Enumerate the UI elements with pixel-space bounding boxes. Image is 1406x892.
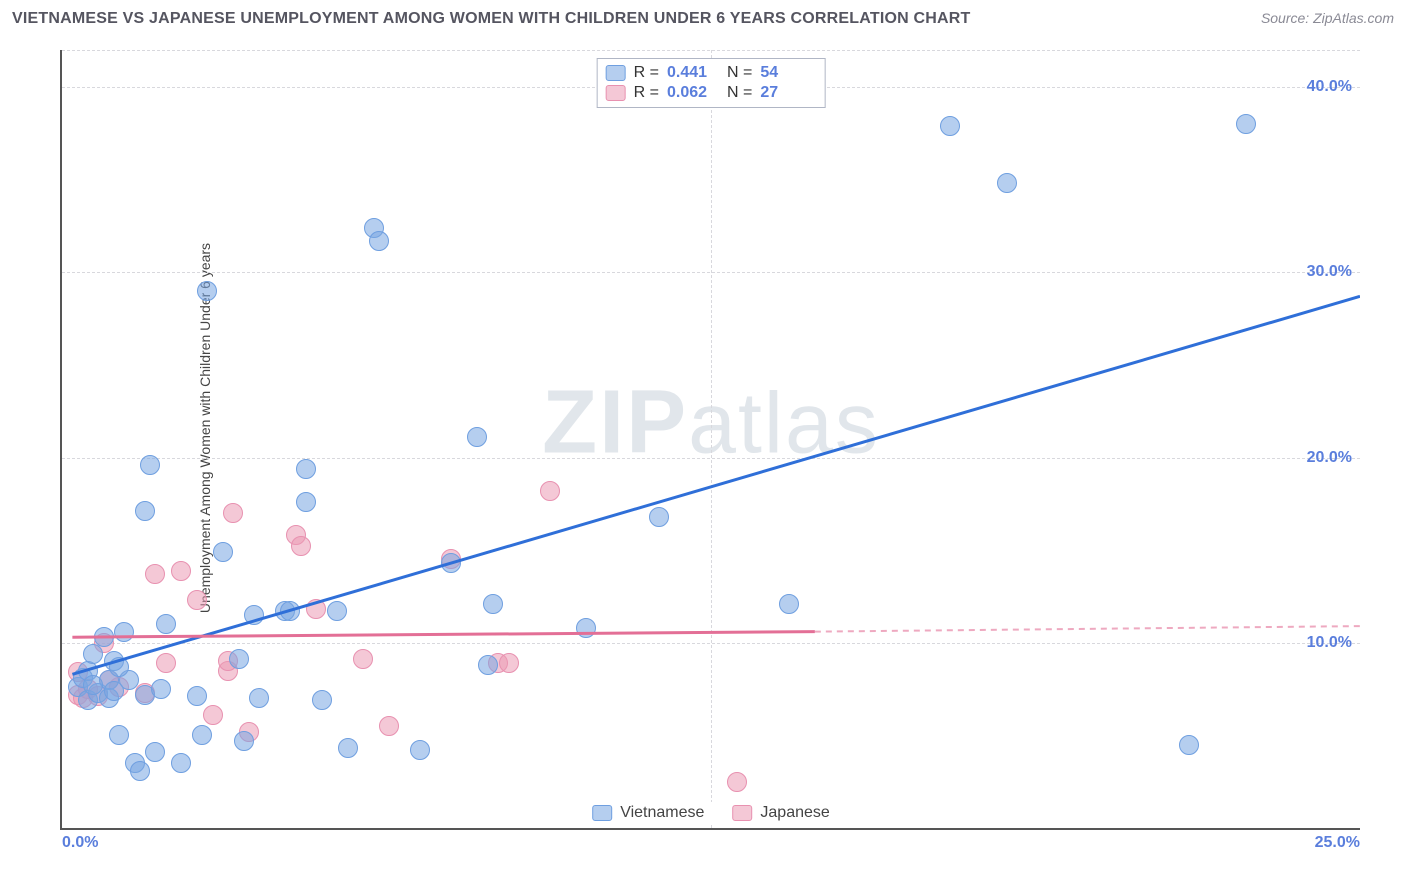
swatch-japanese <box>606 85 626 101</box>
point-japanese <box>306 599 326 619</box>
point-vietnamese <box>1236 114 1256 134</box>
point-japanese <box>291 536 311 556</box>
point-vietnamese <box>997 173 1017 193</box>
point-vietnamese <box>244 605 264 625</box>
point-japanese <box>353 649 373 669</box>
y-tick-label: 40.0% <box>1307 78 1352 96</box>
point-japanese <box>145 564 165 584</box>
point-vietnamese <box>280 601 300 621</box>
point-vietnamese <box>249 688 269 708</box>
point-vietnamese <box>296 459 316 479</box>
n-label: N = <box>727 64 752 82</box>
point-vietnamese <box>114 622 134 642</box>
swatch-japanese <box>732 805 752 821</box>
point-vietnamese <box>135 501 155 521</box>
r-label: R = <box>634 64 659 82</box>
swatch-vietnamese <box>606 65 626 81</box>
point-vietnamese <box>130 761 150 781</box>
point-vietnamese <box>145 742 165 762</box>
n-value-japanese: 27 <box>760 84 812 102</box>
x-tick-label: 0.0% <box>62 834 98 852</box>
point-vietnamese <box>197 281 217 301</box>
point-vietnamese <box>171 753 191 773</box>
point-vietnamese <box>369 231 389 251</box>
n-label: N = <box>727 84 752 102</box>
point-vietnamese <box>229 649 249 669</box>
point-vietnamese <box>478 655 498 675</box>
point-vietnamese <box>156 614 176 634</box>
point-vietnamese <box>94 627 114 647</box>
point-vietnamese <box>109 657 129 677</box>
y-tick-label: 20.0% <box>1307 449 1352 467</box>
point-japanese <box>187 590 207 610</box>
point-vietnamese <box>649 507 669 527</box>
point-vietnamese <box>192 725 212 745</box>
point-japanese <box>203 705 223 725</box>
point-japanese <box>540 481 560 501</box>
gridline-v <box>711 50 712 828</box>
point-vietnamese <box>296 492 316 512</box>
y-tick-label: 10.0% <box>1307 634 1352 652</box>
point-vietnamese <box>151 679 171 699</box>
point-japanese <box>727 772 747 792</box>
source-label: Source: ZipAtlas.com <box>1261 10 1394 26</box>
legend-item-vietnamese: Vietnamese <box>592 804 704 822</box>
n-value-vietnamese: 54 <box>760 64 812 82</box>
point-vietnamese <box>441 553 461 573</box>
point-vietnamese <box>234 731 254 751</box>
legend-label-vietnamese: Vietnamese <box>620 804 704 822</box>
point-vietnamese <box>83 675 103 695</box>
legend-item-japanese: Japanese <box>732 804 829 822</box>
point-japanese <box>171 561 191 581</box>
legend-row-japanese: R = 0.062 N = 27 <box>606 83 813 103</box>
swatch-vietnamese <box>592 805 612 821</box>
point-japanese <box>223 503 243 523</box>
point-japanese <box>156 653 176 673</box>
point-vietnamese <box>1179 735 1199 755</box>
point-vietnamese <box>467 427 487 447</box>
point-japanese <box>379 716 399 736</box>
point-vietnamese <box>410 740 430 760</box>
point-vietnamese <box>779 594 799 614</box>
point-vietnamese <box>213 542 233 562</box>
point-vietnamese <box>312 690 332 710</box>
legend-row-vietnamese: R = 0.441 N = 54 <box>606 63 813 83</box>
point-vietnamese <box>327 601 347 621</box>
point-vietnamese <box>940 116 960 136</box>
legend-label-japanese: Japanese <box>760 804 829 822</box>
point-vietnamese <box>483 594 503 614</box>
point-vietnamese <box>576 618 596 638</box>
point-vietnamese <box>338 738 358 758</box>
point-vietnamese <box>140 455 160 475</box>
legend-series-box: Vietnamese Japanese <box>584 802 838 824</box>
r-value-japanese: 0.062 <box>667 84 719 102</box>
x-tick-label: 25.0% <box>1315 834 1360 852</box>
point-vietnamese <box>109 725 129 745</box>
chart-title: VIETNAMESE VS JAPANESE UNEMPLOYMENT AMON… <box>12 10 971 28</box>
point-japanese <box>499 653 519 673</box>
plot-area: ZIPatlas R = 0.441 N = 54 R = 0.062 N = … <box>60 50 1360 830</box>
point-vietnamese <box>187 686 207 706</box>
r-label: R = <box>634 84 659 102</box>
y-tick-label: 30.0% <box>1307 263 1352 281</box>
r-value-vietnamese: 0.441 <box>667 64 719 82</box>
legend-correlation-box: R = 0.441 N = 54 R = 0.062 N = 27 <box>597 58 826 108</box>
